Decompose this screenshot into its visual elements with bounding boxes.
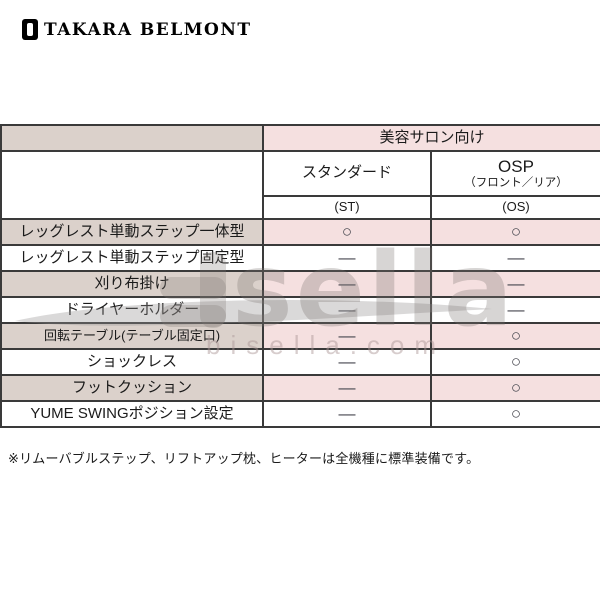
brand-name: TAKARA BELMONT xyxy=(44,19,252,40)
value-os: ○ xyxy=(429,322,600,350)
label-column-header xyxy=(0,150,264,220)
table-row: レッグレスト単動ステップ固定型 ― ― xyxy=(0,244,600,272)
value-st: ― xyxy=(262,296,432,324)
table-row: ドライヤーホルダー ― ― xyxy=(0,296,600,324)
value-os: ― xyxy=(429,244,600,272)
value-st: ― xyxy=(262,244,432,272)
spec-table: 美容サロン向け スタンダード OSP （フロント／リア） (ST) (OS) レ… xyxy=(0,124,600,428)
column-code-os: (OS) xyxy=(429,195,600,220)
group-header-row: 美容サロン向け xyxy=(0,124,600,152)
column-header-osp: OSP （フロント／リア） xyxy=(429,150,600,197)
feature-label: 刈り布掛け xyxy=(0,270,264,298)
feature-label: YUME SWINGポジション設定 xyxy=(0,400,264,428)
column-header-standard: スタンダード xyxy=(262,150,432,197)
column-header-row: スタンダード OSP （フロント／リア） xyxy=(0,150,600,220)
value-os: ○ xyxy=(429,218,600,246)
value-os: ○ xyxy=(429,348,600,376)
feature-label: フットクッション xyxy=(0,374,264,402)
feature-label: 回転テーブル(テーブル固定口) xyxy=(0,322,264,350)
takara-belmont-logo-icon xyxy=(22,19,38,40)
feature-label: ドライヤーホルダー xyxy=(0,296,264,324)
value-st: ― xyxy=(262,374,432,402)
value-os: ― xyxy=(429,270,600,298)
feature-label: レッグレスト単動ステップ固定型 xyxy=(0,244,264,272)
feature-label: レッグレスト単動ステップ一体型 xyxy=(0,218,264,246)
footnote: ※リムーバブルステップ、リフトアップ枕、ヒーターは全機種に標準装備です。 xyxy=(8,451,480,466)
value-st: ― xyxy=(262,348,432,376)
value-os: ○ xyxy=(429,400,600,428)
table-row: レッグレスト単動ステップ一体型 ○ ○ xyxy=(0,218,600,246)
value-os: ○ xyxy=(429,374,600,402)
table-row: 回転テーブル(テーブル固定口) ― ○ xyxy=(0,322,600,350)
group-header: 美容サロン向け xyxy=(261,124,600,152)
brand-logo: TAKARA BELMONT xyxy=(22,19,252,40)
value-os: ― xyxy=(429,296,600,324)
osp-sub: （フロント／リア） xyxy=(464,176,568,189)
table-row: フットクッション ― ○ xyxy=(0,374,600,402)
column-code-st: (ST) xyxy=(262,195,432,220)
osp-name: OSP xyxy=(498,157,534,177)
value-st: ― xyxy=(262,400,432,428)
value-st: ○ xyxy=(262,218,432,246)
value-st: ― xyxy=(262,322,432,350)
table-row: YUME SWINGポジション設定 ― ○ xyxy=(0,400,600,428)
value-st: ― xyxy=(262,270,432,298)
feature-label: ショックレス xyxy=(0,348,264,376)
table-row: ショックレス ― ○ xyxy=(0,348,600,376)
table-row: 刈り布掛け ― ― xyxy=(0,270,600,298)
column-code-row: (ST) (OS) xyxy=(1,195,600,220)
table-corner-cell xyxy=(0,124,264,152)
